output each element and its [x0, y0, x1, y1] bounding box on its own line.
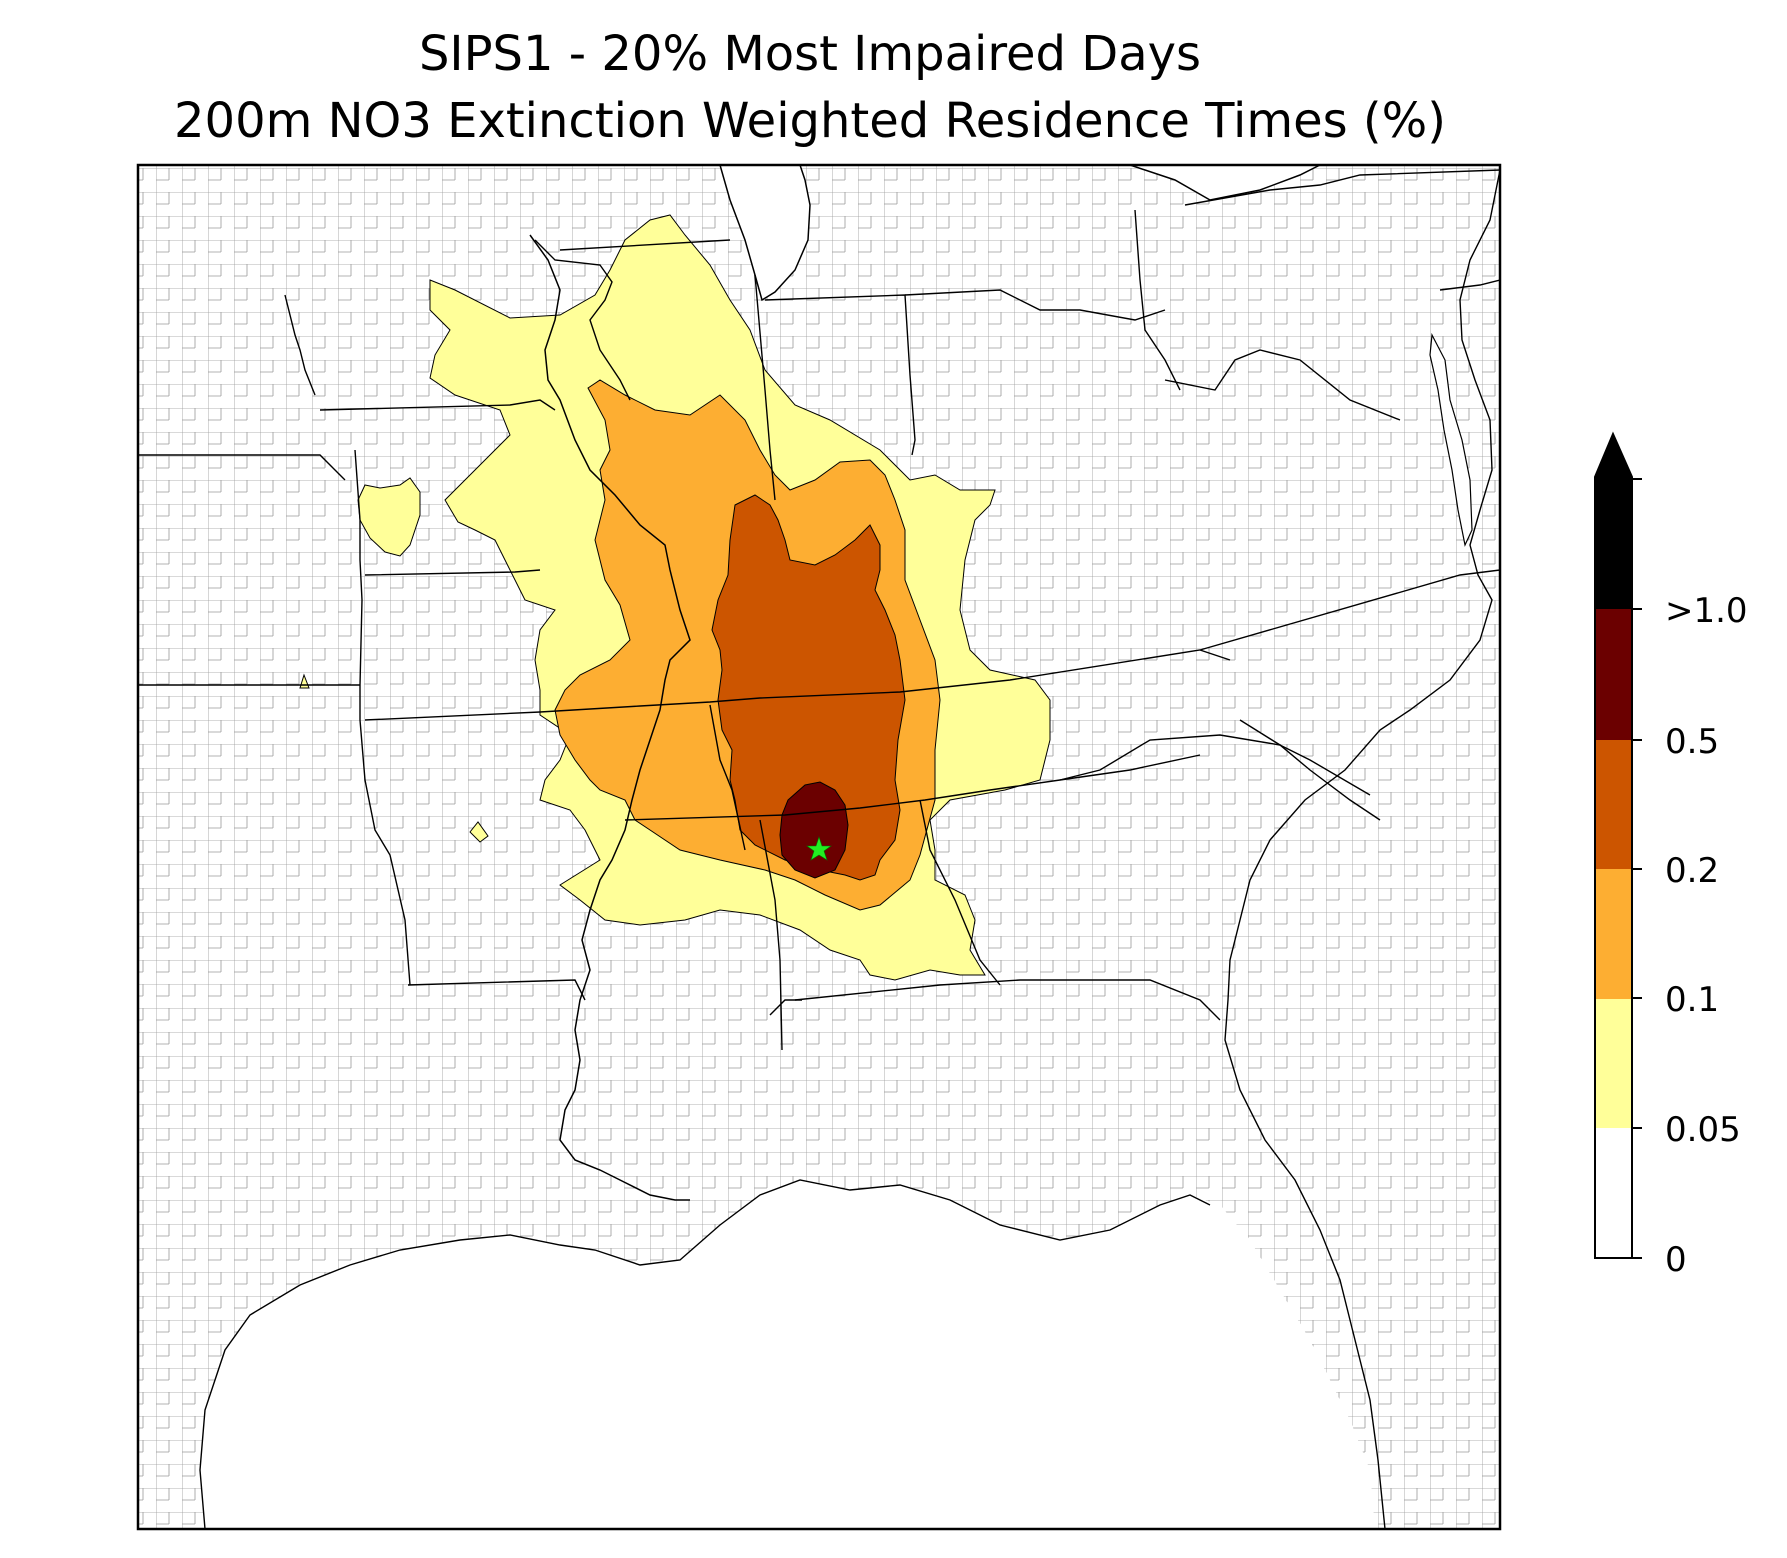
lake-erie	[1129, 165, 1321, 201]
colorbar-tick-label-2: 0.1	[1665, 980, 1719, 1020]
map-frame	[136, 163, 1502, 1531]
colorbar-bin-4	[1595, 608, 1632, 740]
lake-michigan	[719, 165, 811, 302]
coastline	[199, 169, 1500, 1529]
colorbar-bin-2	[1595, 868, 1632, 999]
state-boundaries	[138, 169, 1500, 1051]
chesapeake-bay	[1429, 332, 1473, 547]
mississippi-river	[529, 234, 691, 1201]
colorbar-bin-3	[1595, 739, 1632, 869]
site-marker-star	[806, 836, 832, 861]
colorbar-extend-arrow	[1595, 434, 1632, 609]
map-panel	[138, 165, 1500, 1529]
colorbar-tick-label-1: 0.05	[1665, 1110, 1741, 1150]
colorbar: 0 0.05 0.1 0.2 0.5 >1.0	[1594, 431, 1748, 1280]
colorbar-ticks	[1632, 478, 1642, 1259]
colorbar-tick-label-5: >1.0	[1665, 591, 1748, 631]
colorbar-bin-0	[1595, 1127, 1632, 1258]
colorbar-tick-label-0: 0	[1665, 1240, 1687, 1280]
colorbar-tick-label-4: 0.5	[1665, 722, 1719, 762]
colorbar-outline	[1594, 431, 1633, 1259]
map-title-line1: SIPS1 - 20% Most Impaired Days	[418, 26, 1202, 82]
contour-band-0.5-1.0	[779, 781, 849, 879]
contour-band-0.05-0.1-patch-b	[469, 821, 489, 843]
map-title-line2: 200m NO3 Extinction Weighted Residence T…	[174, 93, 1446, 149]
colorbar-bin-1	[1595, 998, 1632, 1128]
colorbar-tick-label-3: 0.2	[1665, 851, 1719, 891]
contour-band-0.2-0.5	[711, 494, 906, 881]
